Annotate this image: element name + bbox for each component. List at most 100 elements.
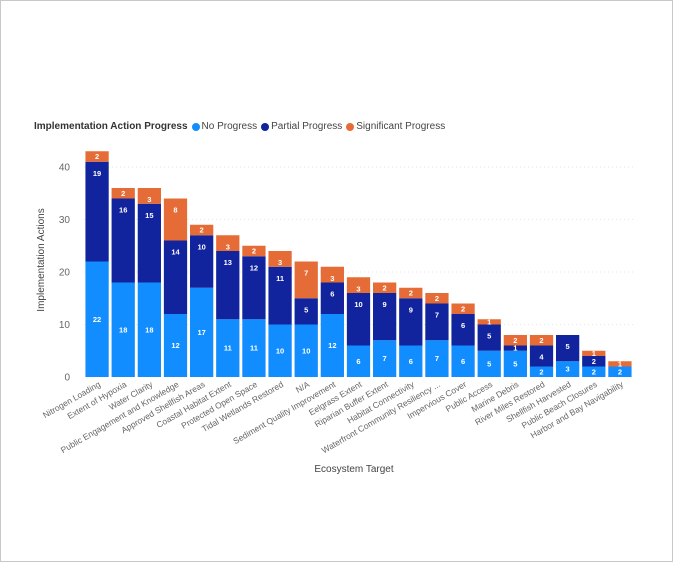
data-label: 2 <box>121 189 125 198</box>
bar-segment[interactable] <box>163 198 188 241</box>
bar-segment[interactable] <box>556 361 580 377</box>
bar-segment[interactable] <box>268 266 292 325</box>
bar-segment[interactable] <box>503 335 527 346</box>
bar-segment[interactable] <box>268 324 292 378</box>
legend-label-no-progress: No Progress <box>201 121 258 132</box>
bar-segment[interactable] <box>111 282 135 378</box>
data-label: 16 <box>119 206 127 215</box>
data-label: 14 <box>171 248 180 257</box>
bar-segment[interactable] <box>425 303 449 341</box>
bar-segment[interactable] <box>111 188 135 199</box>
bar-segment[interactable] <box>294 261 318 299</box>
data-label: 8 <box>173 206 177 215</box>
bar-segment[interactable] <box>503 345 527 351</box>
bar-segment[interactable] <box>216 319 240 377</box>
y-axis-title: Implementation Actions <box>36 208 47 311</box>
legend-label-partial-progress: Partial Progress <box>271 121 343 132</box>
bar-segment[interactable] <box>294 298 318 325</box>
bar-segment[interactable] <box>529 345 554 367</box>
bar-segment[interactable] <box>477 319 501 325</box>
bar-segment[interactable] <box>477 324 501 351</box>
bar-segment[interactable] <box>373 293 397 341</box>
bar-segment[interactable] <box>320 282 344 315</box>
data-label: 10 <box>302 346 310 355</box>
bar-segment[interactable] <box>373 340 397 377</box>
bar-segment[interactable] <box>399 287 423 299</box>
bar-segment[interactable] <box>503 350 527 377</box>
bar-segment[interactable] <box>320 314 344 377</box>
data-label: 9 <box>409 305 413 314</box>
bar-segment[interactable] <box>425 340 449 377</box>
bar-segment[interactable] <box>477 350 501 377</box>
bar-segment[interactable] <box>190 235 214 288</box>
bar-segment[interactable] <box>137 203 161 283</box>
bar-segment[interactable] <box>451 303 475 315</box>
bar-segment[interactable] <box>529 366 554 378</box>
bar-segment[interactable] <box>346 345 371 378</box>
bar-segment[interactable] <box>399 298 423 346</box>
data-label: 3 <box>330 274 334 283</box>
bar-segment[interactable] <box>163 240 188 315</box>
bar-segment[interactable] <box>608 361 632 367</box>
bar-segment[interactable] <box>582 350 606 356</box>
data-label: 22 <box>93 315 101 324</box>
data-label: 10 <box>197 242 205 251</box>
data-label: 2 <box>618 367 622 376</box>
bar-segment[interactable] <box>216 235 240 251</box>
bar-segment[interactable] <box>608 366 632 378</box>
bar-segment[interactable] <box>294 324 318 378</box>
bar-segment[interactable] <box>242 245 266 257</box>
bar-segment[interactable] <box>556 335 580 362</box>
bar-segment[interactable] <box>242 256 266 320</box>
bar-segment[interactable] <box>399 345 423 378</box>
bar-segment[interactable] <box>190 287 214 377</box>
x-axis-title: Ecosystem Target <box>314 464 394 475</box>
bar-segment[interactable] <box>425 293 449 304</box>
bar-segment[interactable] <box>451 345 475 378</box>
legend-dot-partial-progress <box>261 122 270 131</box>
data-label: 2 <box>539 367 543 376</box>
y-axis-ticks: 0 10 20 30 40 <box>59 163 71 384</box>
bar-segment[interactable] <box>163 314 188 377</box>
data-label: 11 <box>276 274 284 283</box>
data-label: 10 <box>276 346 284 355</box>
bar-segment[interactable] <box>137 188 161 204</box>
legend-item-partial-progress[interactable]: Partial Progress <box>261 121 342 132</box>
bar-segment[interactable] <box>111 198 135 283</box>
data-label: 12 <box>328 341 336 350</box>
bar-segment[interactable] <box>582 356 606 367</box>
data-label: 17 <box>197 328 205 337</box>
bar-segment[interactable] <box>582 366 606 378</box>
bar-segment[interactable] <box>346 277 371 293</box>
data-label: 5 <box>566 342 570 351</box>
bar-segment[interactable] <box>268 251 292 267</box>
bar-segment[interactable] <box>85 261 109 378</box>
y-tick-label: 20 <box>59 268 71 279</box>
data-label: 3 <box>278 258 282 267</box>
data-label: 2 <box>200 226 204 235</box>
data-label: 1 <box>513 344 517 353</box>
bar-segment[interactable] <box>373 282 397 294</box>
bar-segment[interactable] <box>451 314 475 346</box>
data-label: 3 <box>226 242 230 251</box>
data-label: 7 <box>435 311 439 320</box>
legend-item-significant-progress[interactable]: Significant Progress <box>346 121 445 132</box>
bar-segment[interactable] <box>85 151 109 162</box>
data-label: 4 <box>539 353 544 362</box>
bar-segment[interactable] <box>529 335 554 346</box>
bar-segment[interactable] <box>137 282 161 378</box>
bar-segment[interactable] <box>216 251 240 320</box>
data-label: 2 <box>539 336 543 345</box>
legend-item-no-progress[interactable]: No Progress <box>191 121 258 132</box>
data-label: 2 <box>435 294 439 303</box>
bar-segment[interactable] <box>190 224 214 236</box>
data-label: 1 <box>592 349 596 358</box>
y-tick-label: 30 <box>59 215 71 226</box>
bar-segment[interactable] <box>320 266 344 283</box>
bar-segment[interactable] <box>85 161 109 262</box>
bar-segment[interactable] <box>346 293 371 346</box>
data-label: 6 <box>461 357 465 366</box>
bar-segment[interactable] <box>242 319 266 377</box>
data-label: 5 <box>513 359 517 368</box>
